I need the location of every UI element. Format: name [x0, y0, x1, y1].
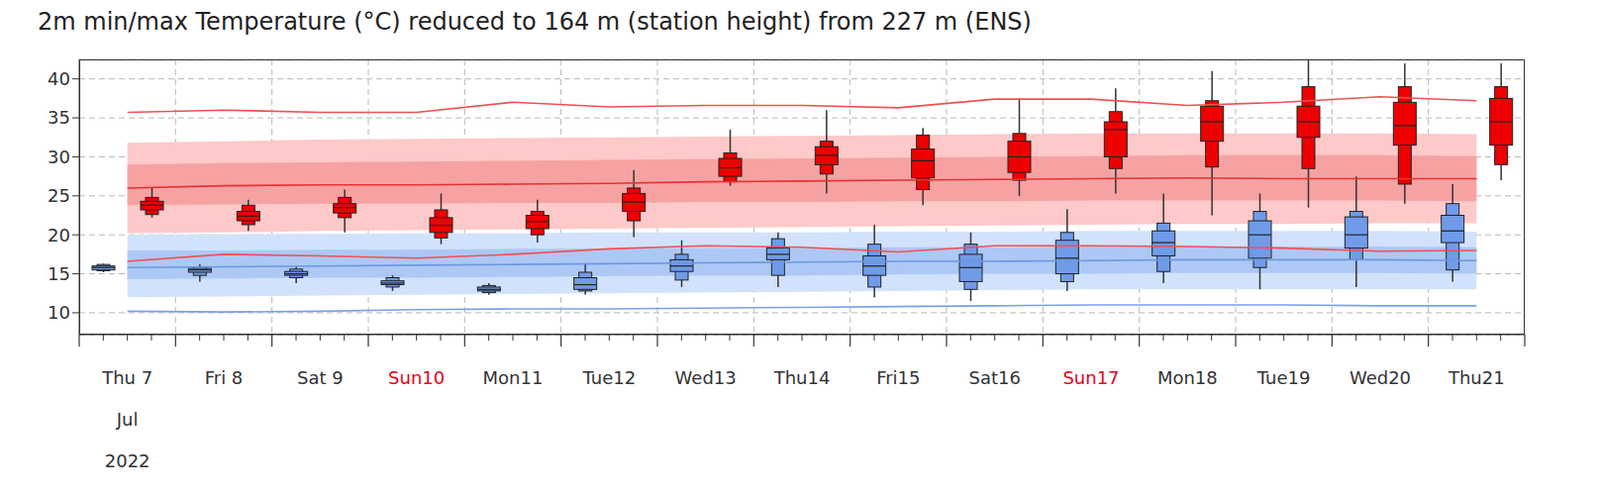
svg-text:Mon11: Mon11 [483, 367, 544, 389]
svg-text:Wed20: Wed20 [1349, 367, 1411, 389]
svg-text:15: 15 [47, 263, 71, 285]
html-text:2m min/max Temperature (°C) re: 2m min/max Temperature (°C) reduced to 1… [37, 7, 1032, 36]
svg-text:Fri15: Fri15 [876, 367, 920, 389]
svg-text:30: 30 [47, 146, 71, 168]
svg-text:Mon18: Mon18 [1157, 367, 1218, 389]
svg-text:Thu21: Thu21 [1447, 367, 1505, 389]
svg-text:Wed13: Wed13 [675, 367, 737, 389]
svg-text:Sun17: Sun17 [1062, 367, 1119, 389]
svg-text:Thu 7: Thu 7 [100, 367, 153, 389]
svg-text:Thu14: Thu14 [773, 367, 831, 389]
svg-text:Tue12: Tue12 [582, 367, 637, 389]
svg-text:25: 25 [47, 185, 71, 206]
svg-text:35: 35 [47, 106, 71, 128]
svg-text:2022: 2022 [104, 450, 151, 472]
svg-text:20: 20 [47, 224, 71, 246]
svg-text:Tue19: Tue19 [1256, 367, 1311, 389]
svg-text:Jul: Jul [115, 408, 139, 430]
svg-text:40: 40 [47, 68, 71, 90]
svg-text:Sun10: Sun10 [388, 367, 445, 389]
svg-text:Fri 8: Fri 8 [204, 367, 244, 389]
svg-text:Sat 9: Sat 9 [297, 367, 344, 389]
svg-text:10: 10 [47, 301, 71, 323]
svg-text:Sat16: Sat16 [968, 367, 1020, 389]
